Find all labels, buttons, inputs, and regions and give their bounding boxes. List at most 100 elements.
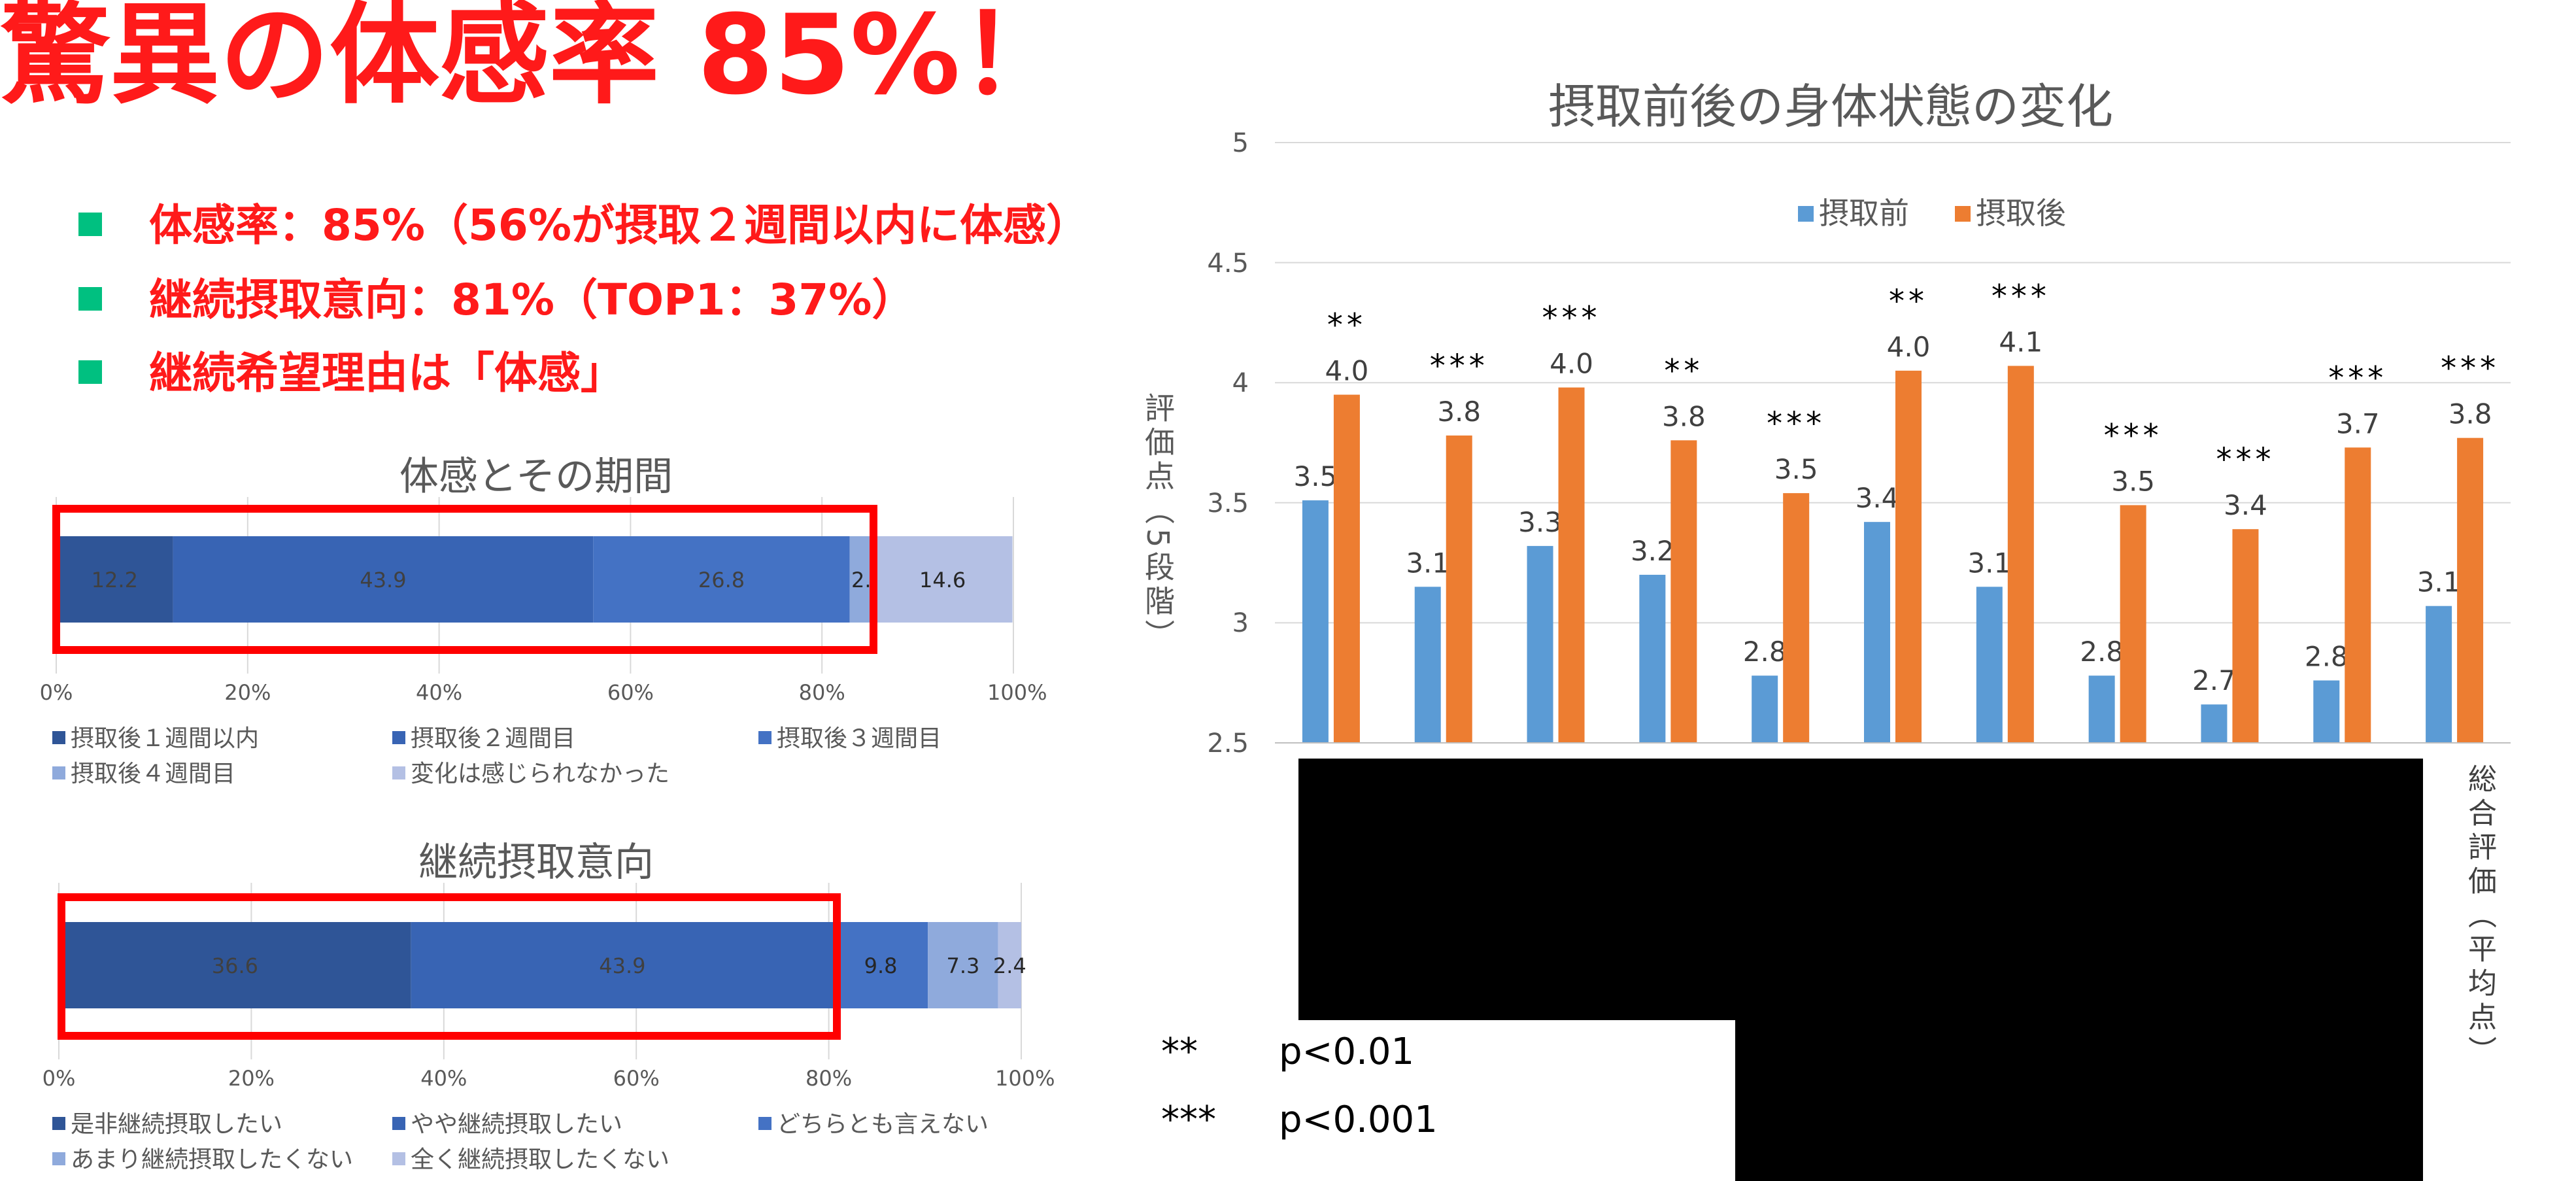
chart1-plot: 12.2 43.9 26.8 2. 14.6	[56, 497, 1014, 674]
chart2-plot: 36.6 43.9 9.8 7.3 2.4	[58, 883, 1026, 1059]
data-label: 3.3	[1518, 506, 1562, 538]
data-label: 4.0	[1887, 331, 1931, 363]
chart1-title: 体感とその期間	[399, 454, 673, 500]
data-label: 2.	[851, 568, 872, 592]
sig-text: p<0.001	[1279, 1099, 1438, 1141]
bar	[2232, 529, 2259, 743]
chart2-highlight-box	[58, 893, 841, 1040]
bar	[1976, 587, 2003, 743]
data-label: 3.1	[1406, 547, 1449, 579]
data-label: 3.5	[2111, 465, 2155, 497]
legend-item: 摂取後	[1955, 190, 2066, 233]
data-label: 3.1	[1967, 547, 2011, 579]
x-tick-label: 60%	[613, 1066, 660, 1091]
data-label: 3.8	[2449, 398, 2492, 430]
headline: 驚異の体感率 85%！	[0, 0, 1070, 119]
bar-segment	[411, 922, 834, 1008]
legend-label: 是非継続摂取したい	[71, 1111, 283, 1138]
significance-mark: ***	[1991, 278, 2050, 315]
bar	[1783, 493, 1810, 743]
x-tick-label: 80%	[805, 1066, 853, 1091]
y-tick-label: 3.5	[1207, 488, 1249, 519]
legend-swatch	[1955, 205, 1971, 222]
legend-item: 摂取後２週間目	[392, 719, 575, 753]
bar	[1527, 545, 1553, 743]
bar	[2426, 606, 2452, 743]
data-label: 12.2	[92, 568, 138, 592]
data-label: 3.5	[1774, 453, 1818, 485]
significance-mark: ***	[1542, 300, 1601, 337]
chart3-y-axis-label: 評価点（5段階）	[1140, 392, 1176, 654]
data-label: 2.8	[2305, 641, 2348, 673]
bar	[2120, 505, 2146, 743]
chart3-title: 摂取前後の身体状態の変化	[1548, 79, 2113, 134]
redacted-block	[1298, 759, 2423, 1020]
data-label: 3.1	[2417, 566, 2461, 598]
legend-item: 摂取後１週間以内	[52, 719, 259, 753]
sig-mark: **	[1161, 1031, 1198, 1073]
significance-mark: ***	[2328, 360, 2387, 396]
legend-item: 変化は感じられなかった	[392, 755, 669, 789]
data-label: 2.4	[993, 953, 1026, 978]
bullet-text: 体感率：85%（56%が摂取２週間以内に体感）	[149, 200, 1089, 250]
bar	[2007, 366, 2034, 743]
data-label: 43.9	[360, 568, 406, 592]
bullet-marker	[78, 360, 102, 384]
data-label: 3.4	[1856, 482, 1899, 514]
data-label: 7.3	[946, 953, 979, 978]
legend-swatch	[52, 731, 65, 744]
chart1-highlight-box	[52, 505, 877, 654]
significance-mark: **	[1889, 283, 1928, 320]
legend-item: 摂取前	[1798, 190, 1909, 233]
bar-segment	[928, 922, 998, 1008]
bar	[2088, 676, 2115, 743]
significance-mark: ***	[1430, 348, 1489, 385]
legend-label: 摂取後	[1976, 196, 2066, 231]
bullet-marker	[78, 212, 102, 236]
bar-segment	[872, 536, 1013, 623]
x-tick-label: 20%	[224, 680, 271, 705]
x-tick-label: 40%	[420, 1066, 467, 1091]
chart3-plot: 3.5 4.0 ** 3.1 3.8 *** 3.3 4.0 *** 3.2 3.8 ** 2.8 3.5…	[1275, 142, 2511, 744]
data-label: 9.8	[864, 953, 898, 978]
bar-segment	[593, 536, 850, 623]
data-label: 4.1	[1999, 326, 2042, 358]
data-label: 3.8	[1662, 400, 1706, 432]
bullet-marker	[78, 286, 102, 311]
legend-swatch	[392, 731, 405, 744]
x-tick-label: 20%	[228, 1066, 275, 1091]
legend-label: やや継続摂取したい	[411, 1111, 623, 1138]
data-label: 3.8	[1437, 396, 1481, 428]
data-label: 3.2	[1631, 535, 1674, 567]
legend-swatch	[758, 1117, 771, 1130]
legend-swatch	[392, 1152, 405, 1165]
bar-segment	[173, 536, 594, 623]
y-tick-label: 4	[1232, 368, 1249, 399]
chart3-category-label: 総合評価（平均点）	[2463, 764, 2496, 1070]
legend-item: 是非継続摂取したい	[52, 1105, 282, 1139]
data-label: 3.7	[2336, 407, 2380, 439]
legend-swatch	[52, 1117, 65, 1130]
bullet-item: 継続希望理由は「体感」	[78, 352, 624, 395]
x-tick-label: 80%	[798, 680, 845, 705]
legend-swatch	[52, 1152, 65, 1165]
bullet-text: 継続摂取意向：81%（TOP1：37%）	[149, 275, 915, 325]
y-tick-label: 3	[1232, 608, 1249, 639]
bar	[1446, 435, 1472, 743]
legend-label: 摂取前	[1819, 196, 1909, 231]
data-label: 3.5	[1294, 460, 1338, 492]
redacted-block	[1735, 1017, 2423, 1181]
bar-segment	[56, 536, 173, 623]
bar-segment	[849, 536, 873, 623]
significance-mark: **	[1327, 307, 1366, 344]
legend-label: 摂取後３週間目	[777, 725, 942, 752]
y-tick-label: 5	[1232, 128, 1249, 158]
legend-item: 摂取後４週間目	[52, 755, 235, 789]
bar	[2345, 447, 2371, 743]
legend-swatch	[392, 1117, 405, 1130]
legend-label: どちらとも言えない	[777, 1111, 989, 1138]
bar	[2457, 437, 2484, 743]
data-label: 26.8	[698, 568, 745, 592]
legend-item: 全く継続摂取したくない	[392, 1140, 669, 1174]
legend-label: 摂取後４週間目	[71, 761, 236, 787]
